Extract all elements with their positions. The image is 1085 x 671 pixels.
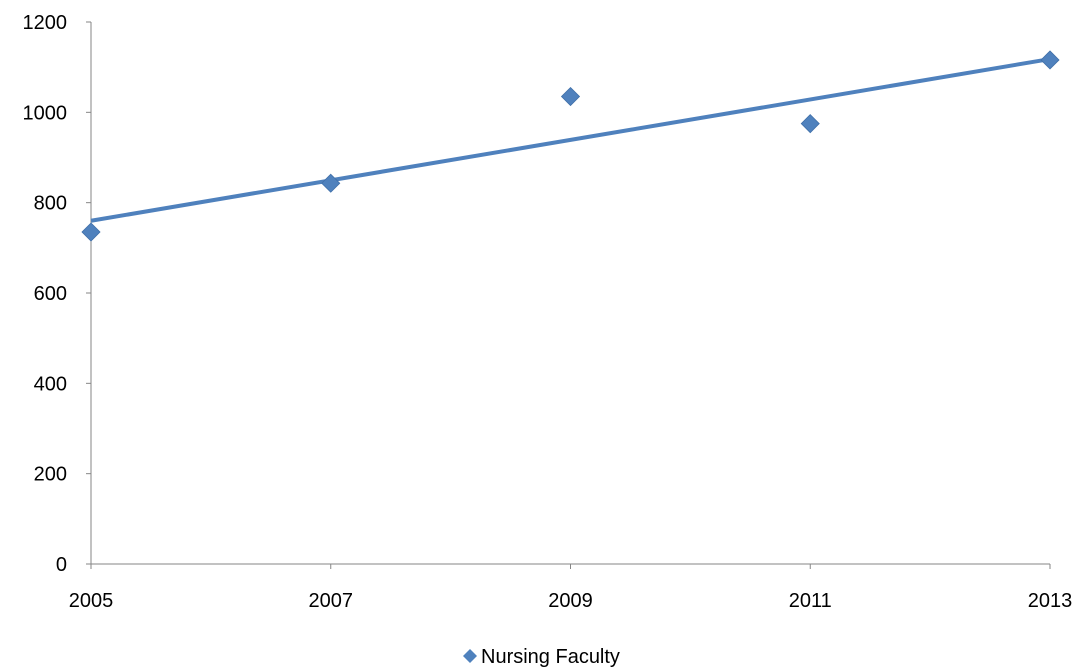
y-tick-label: 800 (34, 193, 67, 215)
y-tick-label: 1200 (23, 12, 68, 34)
legend-marker-icon (463, 649, 477, 663)
trendline (90, 57, 1051, 223)
trendline-group (90, 57, 1051, 223)
y-tick-label: 1000 (23, 102, 68, 124)
x-tick-label: 2009 (548, 590, 593, 612)
legend-label: Nursing Faculty (481, 646, 620, 668)
y-tick-label: 0 (56, 554, 67, 576)
x-tick-label: 2013 (1028, 590, 1073, 612)
y-tick-label: 400 (34, 373, 67, 395)
x-tick-label: 2005 (69, 590, 114, 612)
x-tick-label: 2011 (789, 590, 832, 612)
y-tick-label: 200 (34, 464, 67, 486)
data-point-marker (560, 86, 581, 107)
data-point-marker (800, 114, 820, 134)
x-tick-label: 2007 (309, 590, 354, 612)
axes: 0 200 400 600 800 1000 1200 2005 2007 2009 2011 201… (23, 12, 1073, 612)
data-points (81, 50, 1060, 242)
data-point-marker (321, 173, 341, 193)
data-point-marker (81, 222, 101, 242)
legend: Nursing Faculty (463, 646, 620, 668)
y-tick-label: 600 (34, 283, 67, 305)
data-point-marker (1040, 50, 1060, 70)
